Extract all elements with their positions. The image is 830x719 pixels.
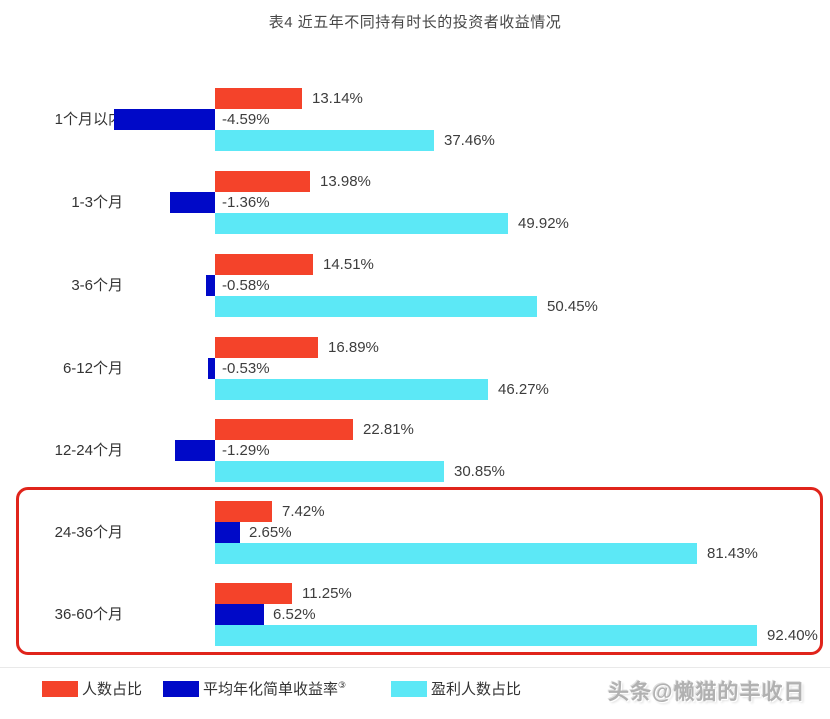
- bar-blue: [170, 192, 215, 213]
- bar-cyan: [215, 461, 444, 482]
- legend-swatch-red: [42, 681, 78, 697]
- bar-cyan: [215, 625, 757, 646]
- value-label-cyan: 81.43%: [707, 545, 758, 562]
- value-label-cyan: 92.40%: [767, 627, 818, 644]
- bar-cyan: [215, 213, 508, 234]
- value-label-cyan: 37.46%: [444, 132, 495, 149]
- legend-swatch-blue: [163, 681, 199, 697]
- legend: 人数占比 平均年化简单收益率③ 盈利人数占比: [0, 678, 830, 700]
- value-label-cyan: 30.85%: [454, 463, 505, 480]
- category-label: 36-60个月: [54, 606, 123, 623]
- bar-blue: [215, 604, 264, 625]
- bar-red: [215, 501, 272, 522]
- bar-blue: [114, 109, 215, 130]
- legend-item-headcount-share: 人数占比: [42, 678, 142, 698]
- bar-cyan: [215, 130, 434, 151]
- value-label-red: 11.25%: [302, 585, 352, 602]
- value-label-blue: -1.36%: [222, 194, 270, 211]
- bar-group-6-12个月: 6-12个月 16.89% -0.53% 46.27%: [0, 337, 830, 400]
- category-label: 12-24个月: [54, 442, 123, 459]
- bar-blue: [208, 358, 215, 379]
- value-label-cyan: 46.27%: [498, 381, 549, 398]
- category-label: 3-6个月: [71, 277, 123, 294]
- bar-group-12-24个月: 12-24个月 22.81% -1.29% 30.85%: [0, 419, 830, 482]
- value-label-red: 13.14%: [312, 90, 363, 107]
- legend-item-profitable-share: 盈利人数占比: [391, 678, 521, 698]
- value-label-red: 13.98%: [320, 173, 371, 190]
- legend-separator: [0, 667, 830, 668]
- category-label: 24-36个月: [54, 524, 123, 541]
- bar-red: [215, 337, 318, 358]
- category-label: 1-3个月: [71, 194, 123, 211]
- bar-red: [215, 419, 353, 440]
- bar-red: [215, 254, 313, 275]
- legend-label: 平均年化简单收益率③: [203, 680, 347, 698]
- value-label-red: 7.42%: [282, 503, 325, 520]
- value-label-blue: -1.29%: [222, 442, 270, 459]
- legend-swatch-cyan: [391, 681, 427, 697]
- bar-blue: [175, 440, 215, 461]
- bar-red: [215, 88, 302, 109]
- bar-group-1-3个月: 1-3个月 13.98% -1.36% 49.92%: [0, 171, 830, 234]
- bar-group-24-36个月: 24-36个月 7.42% 2.65% 81.43%: [0, 501, 830, 564]
- value-label-red: 14.51%: [323, 256, 374, 273]
- bar-blue: [206, 275, 215, 296]
- bar-group-36-60个月: 36-60个月 11.25% 6.52% 92.40%: [0, 583, 830, 646]
- value-label-cyan: 49.92%: [518, 215, 569, 232]
- plot-area: 1个月以内 13.14% -4.59% 37.46% 1-3个月 13.98% -1.36%…: [0, 88, 830, 646]
- category-label: 1个月以内: [54, 111, 123, 128]
- value-label-blue: -0.53%: [222, 360, 270, 377]
- bar-cyan: [215, 296, 537, 317]
- category-label: 6-12个月: [62, 360, 123, 377]
- bar-red: [215, 583, 292, 604]
- chart-title: 表4 近五年不同持有时长的投资者收益情况: [268, 14, 562, 31]
- value-label-cyan: 50.45%: [547, 298, 598, 315]
- bar-group-3-6个月: 3-6个月 14.51% -0.58% 50.45%: [0, 254, 830, 317]
- bar-blue: [215, 522, 240, 543]
- value-label-blue: 2.65%: [249, 524, 292, 541]
- bar-cyan: [215, 379, 488, 400]
- legend-item-avg-annualized-return: 平均年化简单收益率③: [163, 678, 346, 698]
- value-label-red: 22.81%: [363, 421, 414, 438]
- legend-label: 盈利人数占比: [431, 681, 522, 698]
- bar-group-1个月以内: 1个月以内 13.14% -4.59% 37.46%: [0, 88, 830, 151]
- value-label-red: 16.89%: [328, 339, 379, 356]
- value-label-blue: -4.59%: [222, 111, 270, 128]
- legend-label: 人数占比: [82, 681, 143, 698]
- value-label-blue: 6.52%: [273, 606, 316, 623]
- watermark-toutiao: 头条@懒猫的丰收日: [608, 681, 806, 704]
- value-label-blue: -0.58%: [222, 277, 270, 294]
- bar-red: [215, 171, 310, 192]
- bar-cyan: [215, 543, 697, 564]
